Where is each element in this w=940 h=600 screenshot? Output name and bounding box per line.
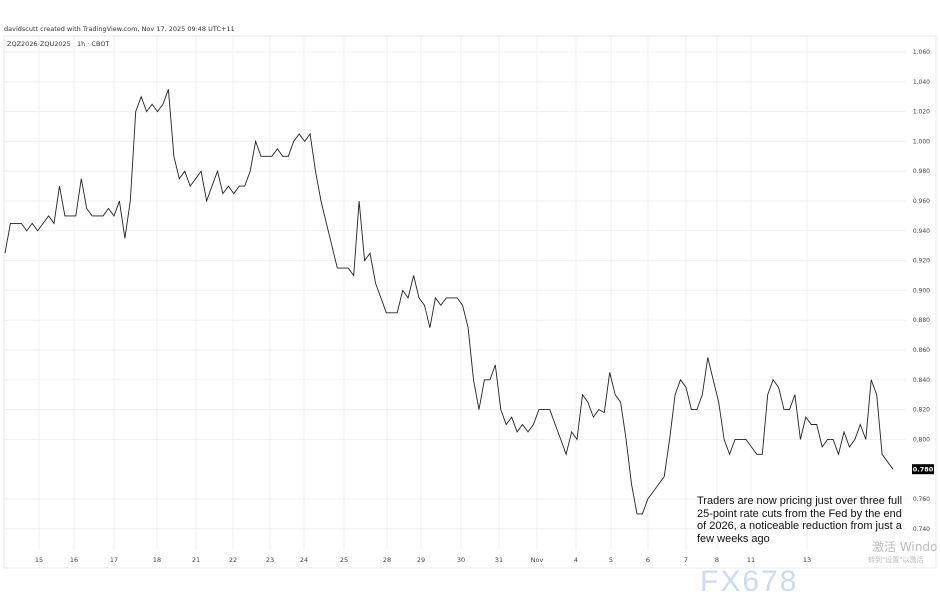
x-tick-label: 30: [457, 556, 465, 564]
price-line: [4, 89, 894, 515]
y-tick-label: 0.960: [913, 198, 930, 205]
symbol-label: ZQZ2026-ZQU2025 · 1h · CBOT: [7, 40, 110, 48]
y-tick-label: 0.800: [913, 436, 930, 443]
y-tick-label: 1.060: [913, 49, 930, 56]
last-price-badge: [912, 464, 934, 475]
y-tick-label: 0.900: [913, 287, 930, 294]
x-tick-label: 16: [70, 556, 78, 564]
x-tick-label: 23: [266, 556, 274, 564]
y-tick-label: 0.980: [913, 168, 930, 175]
x-tick-label: 24: [300, 556, 308, 564]
x-tick-label: 28: [383, 556, 391, 564]
x-tick-label: 18: [153, 556, 161, 564]
windows-activation-subtext: 转到"设置"以激活: [868, 556, 924, 564]
x-tick-label: 7: [684, 556, 688, 564]
x-tick-label: 25: [340, 556, 348, 564]
x-tick-label: 29: [417, 556, 425, 564]
x-tick-label: 4: [574, 556, 578, 564]
x-tick-label: 6: [646, 556, 650, 564]
y-tick-label: 1.020: [913, 109, 930, 116]
y-tick-label: 0.880: [913, 317, 930, 324]
y-tick-label: 0.840: [913, 377, 930, 384]
x-tick-label: 11: [747, 556, 755, 564]
x-tick-label: 22: [229, 556, 237, 564]
x-tick-label: 21: [192, 556, 200, 564]
x-tick-label: 8: [715, 556, 719, 564]
y-tick-label: 0.940: [913, 228, 930, 235]
x-tick-label: 13: [803, 556, 811, 564]
y-tick-label: 1.000: [913, 138, 930, 145]
x-tick-label: Nov: [531, 556, 544, 564]
windows-activation-text: 激活 Windo: [872, 540, 938, 554]
y-tick-label: 1.040: [913, 79, 930, 86]
x-tick-label: 17: [110, 556, 118, 564]
chart-annotation: Traders are now pricing just over three …: [697, 495, 903, 545]
y-tick-label: 0.760: [913, 496, 930, 503]
plot-border: [3, 35, 937, 569]
x-tick-label: 5: [609, 556, 613, 564]
y-tick-label: 0.920: [913, 258, 930, 265]
y-tick-label: 0.740: [913, 526, 930, 533]
last-price-label: 0.780: [913, 466, 934, 474]
chart-credit: davidscutt created with TradingView.com,…: [4, 25, 235, 33]
x-tick-label: 31: [495, 556, 503, 564]
y-tick-label: 0.820: [913, 407, 930, 414]
x-tick-label: 15: [35, 556, 43, 564]
fx678-watermark: FX678: [700, 565, 799, 598]
y-tick-label: 0.860: [913, 347, 930, 354]
